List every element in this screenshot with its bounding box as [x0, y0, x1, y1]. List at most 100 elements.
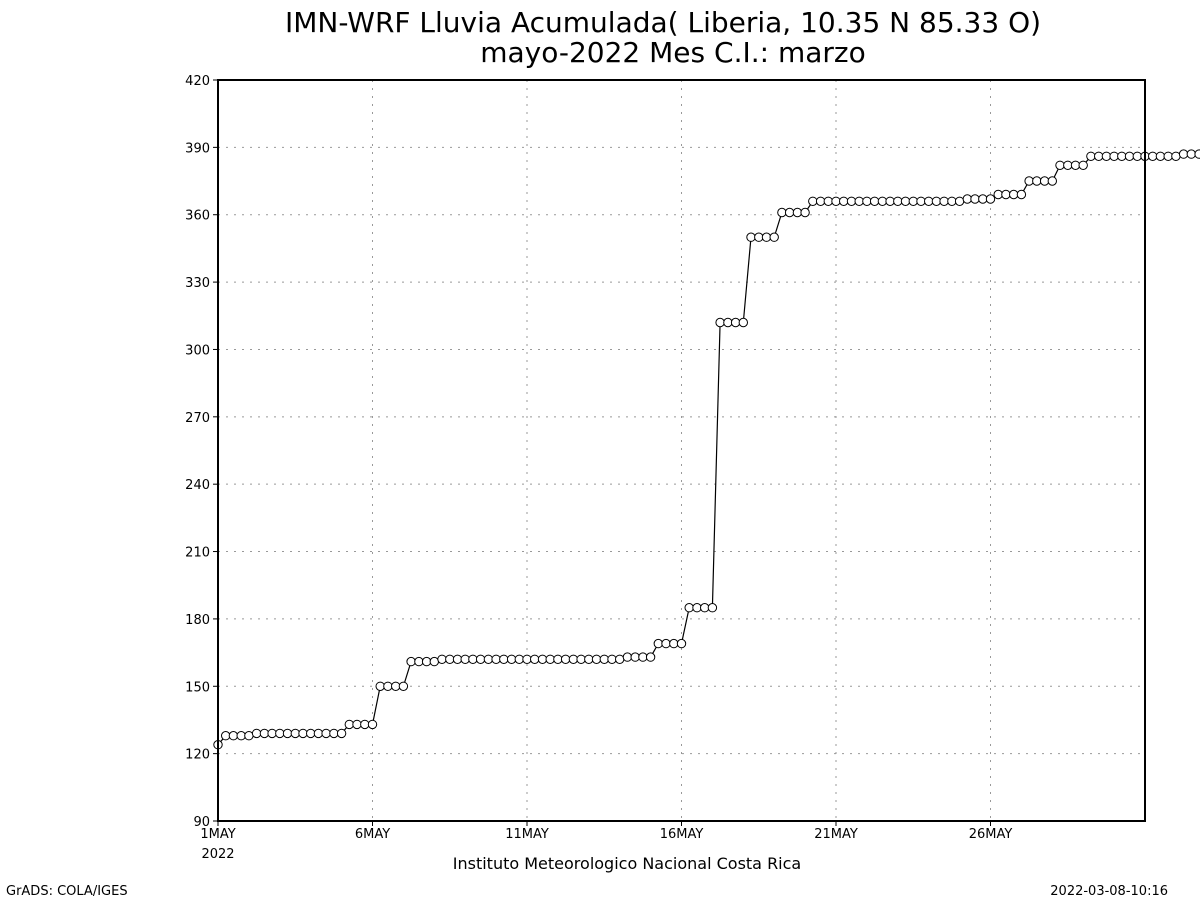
- data-point: [985, 194, 996, 204]
- data-point: [738, 317, 748, 328]
- data-point: [900, 196, 911, 207]
- data-point: [1055, 160, 1065, 171]
- data-point: [259, 728, 270, 739]
- data-point: [931, 196, 942, 207]
- data-point: [236, 731, 246, 741]
- series-accumulated-rain: [213, 149, 1200, 750]
- data-point: [746, 232, 756, 242]
- y-tick-label: 300: [185, 343, 210, 358]
- data-point: [607, 654, 617, 664]
- data-point: [514, 654, 524, 664]
- data-point: [491, 654, 501, 664]
- data-point: [221, 731, 231, 741]
- data-point: [1001, 189, 1011, 200]
- data-point: [1171, 151, 1181, 162]
- data-point: [754, 232, 764, 242]
- data-point: [1132, 151, 1143, 162]
- data-point: [522, 654, 532, 664]
- data-point: [367, 719, 378, 730]
- series-line: [217, 153, 1200, 746]
- data-point: [1070, 160, 1081, 171]
- data-point: [421, 656, 432, 667]
- data-point: [730, 317, 741, 328]
- data-point: [615, 654, 625, 664]
- data-point: [970, 194, 980, 204]
- data-point: [769, 232, 779, 242]
- data-point: [653, 638, 663, 649]
- data-point: [885, 196, 895, 207]
- data-point: [468, 654, 478, 664]
- data-point: [1094, 151, 1104, 162]
- data-point: [924, 196, 934, 207]
- data-point: [406, 656, 416, 667]
- y-tick-label: 360: [185, 209, 210, 224]
- data-point: [1078, 160, 1088, 171]
- y-tick-label: 390: [185, 141, 210, 156]
- data-point: [1186, 149, 1197, 159]
- data-point: [576, 654, 586, 664]
- data-point: [475, 654, 486, 664]
- data-point: [939, 196, 949, 207]
- data-point: [352, 719, 362, 730]
- data-point: [599, 654, 609, 664]
- data-point: [321, 728, 331, 739]
- data-point: [777, 207, 787, 218]
- data-point: [244, 731, 254, 741]
- data-point: [429, 656, 439, 667]
- data-point: [1124, 151, 1135, 162]
- data-point: [862, 196, 872, 207]
- data-point: [499, 654, 509, 664]
- data-point: [645, 652, 656, 662]
- data-point: [1148, 151, 1158, 162]
- data-point: [993, 189, 1003, 200]
- data-point: [1194, 149, 1200, 159]
- data-point: [1086, 151, 1096, 162]
- y-tick-label: 270: [185, 411, 210, 426]
- timestamp-label: 2022-03-08-10:16: [1050, 884, 1168, 899]
- data-point: [978, 194, 988, 204]
- data-point: [947, 196, 957, 207]
- x-tick-label: 11MAY: [505, 827, 549, 842]
- x-tick-label: 1MAY: [200, 827, 235, 842]
- data-point: [1009, 189, 1019, 200]
- grid-lines: [218, 80, 1145, 821]
- data-point: [329, 728, 339, 739]
- data-point: [630, 652, 640, 662]
- data-point: [267, 728, 277, 739]
- data-point: [452, 654, 463, 664]
- y-tick-label: 180: [185, 613, 210, 628]
- x-axis: 1MAY 6MAY 11MAY 16MAY 21MAY 26MAY: [200, 821, 1012, 842]
- data-point: [877, 196, 888, 207]
- data-point: [313, 728, 324, 739]
- plot-frame: [217, 79, 1146, 822]
- data-point: [391, 681, 401, 691]
- data-point: [1039, 176, 1050, 186]
- data-point: [893, 196, 903, 207]
- x-tick-label: 16MAY: [660, 827, 704, 842]
- data-point: [298, 728, 308, 739]
- data-point: [916, 196, 926, 207]
- data-point: [1155, 151, 1166, 162]
- data-point: [815, 196, 826, 207]
- data-point: [622, 652, 633, 662]
- data-point: [700, 603, 710, 613]
- data-point: [1047, 176, 1058, 186]
- data-point: [869, 196, 880, 207]
- x-year-label: 2022: [201, 847, 234, 862]
- data-point: [228, 731, 239, 741]
- data-point: [530, 654, 540, 664]
- y-tick-label: 150: [185, 680, 210, 695]
- data-point: [336, 728, 347, 739]
- data-point: [661, 638, 671, 649]
- data-point: [360, 719, 370, 730]
- data-point: [792, 207, 803, 218]
- data-point: [398, 681, 409, 691]
- y-axis: 90 120 150 180 210 240 270 300 330 360 390 420: [185, 74, 218, 830]
- data-point: [1032, 176, 1042, 186]
- x-tick-label: 21MAY: [814, 827, 858, 842]
- data-point: [506, 654, 517, 664]
- y-tick-label: 240: [185, 478, 210, 493]
- data-point: [275, 728, 285, 739]
- x-tick-label: 6MAY: [355, 827, 390, 842]
- data-point: [823, 196, 833, 207]
